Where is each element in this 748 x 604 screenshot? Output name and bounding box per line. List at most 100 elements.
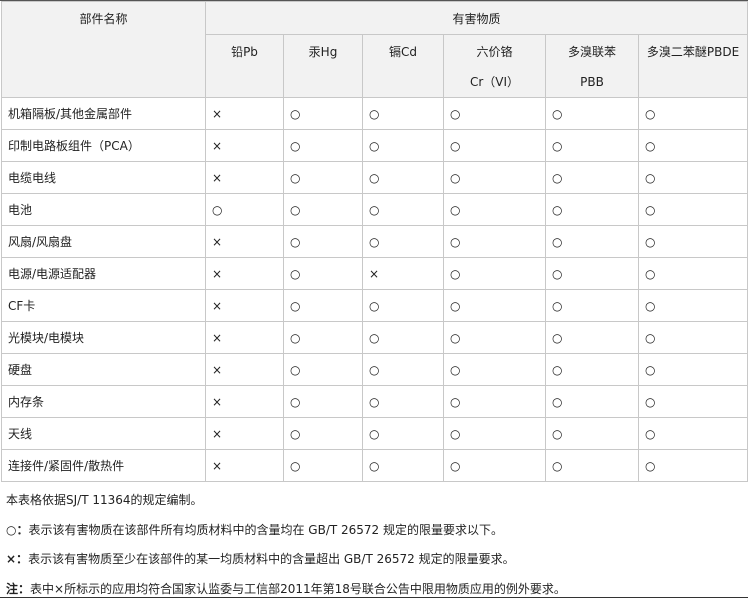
component-name: 硬盘	[2, 354, 206, 386]
substance-status: ○	[639, 354, 748, 386]
substance-status: ×	[206, 450, 284, 482]
substance-status: ○	[546, 322, 639, 354]
substance-status: ○	[546, 386, 639, 418]
substance-status: ○	[639, 194, 748, 226]
substance-status: ×	[206, 322, 284, 354]
component-name: 电池	[2, 194, 206, 226]
table-row: 连接件/紧固件/散热件×○○○○○	[2, 450, 748, 482]
substance-status: ×	[206, 290, 284, 322]
substance-status: ○	[639, 290, 748, 322]
substance-status: ○	[444, 450, 546, 482]
substance-symbol: Cr（VI）	[450, 67, 539, 97]
substance-status: ○	[363, 194, 444, 226]
substance-status: ○	[363, 290, 444, 322]
substance-status: ○	[444, 290, 546, 322]
substance-status: ○	[444, 130, 546, 162]
table-row: 内存条×○○○○○	[2, 386, 748, 418]
header-substance: 多溴二苯醚PBDE	[639, 35, 748, 98]
substance-status: ○	[546, 130, 639, 162]
substance-status: ○	[639, 450, 748, 482]
substance-status: ○	[363, 386, 444, 418]
substance-status: ○	[444, 258, 546, 290]
table-row: 电池○○○○○○	[2, 194, 748, 226]
component-name: 机箱隔板/其他金属部件	[2, 98, 206, 130]
substance-status: ○	[546, 354, 639, 386]
table-row: 印制电路板组件（PCA）×○○○○○	[2, 130, 748, 162]
substance-status: ○	[639, 418, 748, 450]
substance-name: 镉Cd	[369, 37, 437, 67]
substance-name: 铅Pb	[212, 37, 277, 67]
note-standard: 本表格依据SJ/T 11364的规定编制。	[6, 486, 566, 516]
substance-status: ○	[363, 98, 444, 130]
substance-status: ○	[284, 226, 363, 258]
substance-status: ○	[363, 226, 444, 258]
header-hazardous-substances: 有害物质	[206, 2, 748, 35]
component-name: 连接件/紧固件/散热件	[2, 450, 206, 482]
substance-status: ○	[444, 418, 546, 450]
component-name: 光模块/电模块	[2, 322, 206, 354]
substance-status: ×	[206, 418, 284, 450]
substance-status: ○	[444, 226, 546, 258]
component-name: 风扇/风扇盘	[2, 226, 206, 258]
substance-status: ×	[363, 258, 444, 290]
substance-status: ○	[284, 194, 363, 226]
substance-status: ○	[546, 290, 639, 322]
substance-status: ○	[639, 322, 748, 354]
component-name: 印制电路板组件（PCA）	[2, 130, 206, 162]
substance-status: ○	[363, 354, 444, 386]
table-row: 天线×○○○○○	[2, 418, 748, 450]
table-row: 电缆电线×○○○○○	[2, 162, 748, 194]
substance-status: ○	[444, 162, 546, 194]
substance-status: ×	[206, 226, 284, 258]
substance-status: ○	[284, 130, 363, 162]
bottom-rule	[0, 597, 748, 598]
substance-name: 多溴二苯醚PBDE	[645, 37, 741, 67]
table-row: CF卡×○○○○○	[2, 290, 748, 322]
substance-status: ×	[206, 386, 284, 418]
table-row: 光模块/电模块×○○○○○	[2, 322, 748, 354]
substance-status: ○	[363, 322, 444, 354]
substance-status: ×	[206, 354, 284, 386]
substance-status: ○	[639, 258, 748, 290]
substance-status: ○	[444, 354, 546, 386]
substance-name: 多溴联苯	[552, 37, 632, 67]
substance-status: ○	[284, 450, 363, 482]
substance-status: ○	[444, 322, 546, 354]
substance-status: ○	[444, 98, 546, 130]
substance-status: ×	[206, 162, 284, 194]
substance-status: ○	[363, 450, 444, 482]
substance-status: ○	[284, 322, 363, 354]
substance-status: ○	[639, 98, 748, 130]
table-row: 机箱隔板/其他金属部件×○○○○○	[2, 98, 748, 130]
notes: 本表格依据SJ/T 11364的规定编制。 ○：表示该有害物质在该部件所有均质材…	[6, 486, 566, 604]
substance-status: ×	[206, 130, 284, 162]
note-circle: ○：表示该有害物质在该部件所有均质材料中的含量均在 GB/T 26572 规定的…	[6, 516, 566, 546]
substance-status: ○	[444, 194, 546, 226]
substance-status: ○	[546, 450, 639, 482]
substance-status: ○	[284, 386, 363, 418]
substance-name: 六价铬	[450, 37, 539, 67]
substance-status: ○	[639, 130, 748, 162]
substance-status: ○	[284, 418, 363, 450]
substance-status: ○	[546, 226, 639, 258]
header-substance: 镉Cd	[363, 35, 444, 98]
component-name: 天线	[2, 418, 206, 450]
substance-status: ○	[206, 194, 284, 226]
header-substance: 铅Pb	[206, 35, 284, 98]
substance-status: ○	[284, 98, 363, 130]
table-row: 风扇/风扇盘×○○○○○	[2, 226, 748, 258]
substance-status: ○	[546, 418, 639, 450]
substance-status: ○	[639, 386, 748, 418]
substance-status: ○	[284, 354, 363, 386]
substance-status: ×	[206, 98, 284, 130]
note-exception: 注：表中×所标示的应用均符合国家认监委与工信部2011年第18号联合公告中限用物…	[6, 575, 566, 604]
table-row: 硬盘×○○○○○	[2, 354, 748, 386]
substance-status: ○	[639, 226, 748, 258]
substance-name: 汞Hg	[290, 37, 356, 67]
substance-status: ○	[284, 290, 363, 322]
header-substance: 汞Hg	[284, 35, 363, 98]
substance-status: ○	[363, 418, 444, 450]
